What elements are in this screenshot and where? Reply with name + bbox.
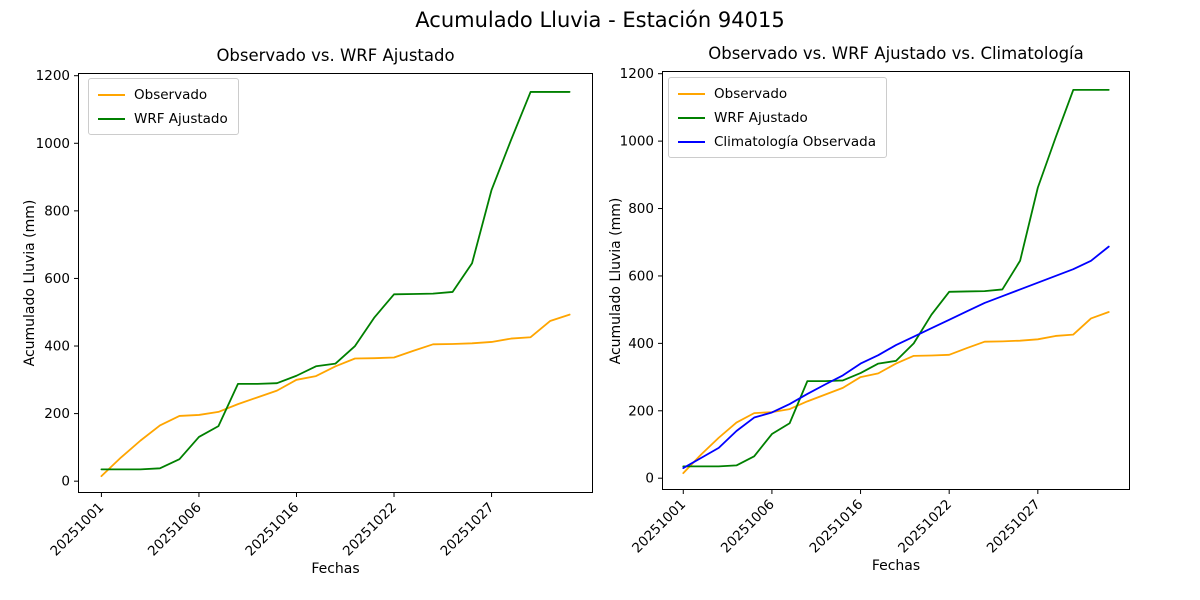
- legend-label: Observado: [134, 86, 208, 103]
- y-tick-label: 600: [628, 268, 654, 284]
- line-wrf-ajustado: [100, 91, 571, 471]
- legend-item-climatologia-observada: Climatología Observada: [678, 131, 876, 152]
- right-subplot-title: Observado vs. WRF Ajustado vs. Climatolo…: [708, 44, 1084, 63]
- legend-line-swatch: [678, 140, 705, 143]
- line-observado: [682, 311, 1110, 475]
- x-tick-label: 20251016: [806, 497, 866, 557]
- line-climatologia-observada: [682, 245, 1110, 469]
- x-tick-label: 20251006: [718, 497, 778, 557]
- legend-line-swatch: [678, 92, 705, 95]
- x-tick-label: 20251016: [242, 500, 302, 560]
- x-tick-label: 20251022: [895, 497, 955, 557]
- legend-item-observado: Observado: [678, 83, 876, 104]
- legend-line-swatch: [98, 93, 125, 96]
- y-tick-label: 800: [44, 203, 70, 219]
- y-tick-label: 1200: [36, 68, 70, 84]
- legend-item-observado: Observado: [98, 84, 228, 105]
- legend-label: WRF Ajustado: [714, 109, 808, 126]
- y-tick-label: 800: [628, 201, 654, 217]
- right-legend: Observado WRF Ajustado Climatología Observ…: [668, 77, 887, 158]
- x-tick-label: 20251006: [145, 500, 205, 560]
- y-tick-label: 0: [61, 474, 70, 490]
- axes-frame: [662, 71, 1130, 490]
- right-y-axis-label: Acumulado Lluvia (mm): [608, 197, 624, 365]
- right-x-axis-label: Fechas: [871, 558, 921, 574]
- legend-label: WRF Ajustado: [134, 110, 228, 127]
- y-tick-label: 400: [44, 339, 70, 355]
- axes-frame: [78, 73, 593, 493]
- legend-label: Observado: [714, 85, 788, 102]
- legend-item-wrf-ajustado: WRF Ajustado: [678, 107, 876, 128]
- legend-item-wrf-ajustado: WRF Ajustado: [98, 108, 228, 129]
- left-axes: Observado vs. WRF Ajustado Acumulado Llu…: [22, 46, 593, 577]
- y-tick-label: 1000: [36, 136, 70, 152]
- right-axes: Observado vs. WRF Ajustado vs. Climatolo…: [608, 44, 1130, 574]
- left-subplot-title: Observado vs. WRF Ajustado: [216, 46, 455, 65]
- legend-line-swatch: [678, 116, 705, 119]
- x-tick-label: 20251022: [340, 500, 400, 560]
- y-tick-label: 600: [44, 271, 70, 287]
- y-tick-label: 1200: [620, 66, 654, 82]
- x-tick-label: 20251027: [437, 500, 497, 560]
- figure-title: Acumulado Lluvia - Estación 94015: [415, 8, 785, 32]
- legend-label: Climatología Observada: [714, 133, 876, 150]
- left-y-axis-label: Acumulado Lluvia (mm): [22, 199, 38, 367]
- y-tick-label: 200: [44, 406, 70, 422]
- x-tick-label: 20251027: [984, 497, 1044, 557]
- y-tick-label: 200: [628, 403, 654, 419]
- y-tick-label: 0: [645, 471, 654, 487]
- x-tick-label: 20251001: [629, 497, 689, 557]
- left-plot-area: 0 200 400 600 800 1000 1200 20251001 20251006 202…: [36, 68, 593, 559]
- y-tick-label: 1000: [620, 134, 654, 150]
- left-legend: Observado WRF Ajustado: [88, 78, 239, 135]
- line-observado: [100, 313, 571, 478]
- line-wrf-ajustado: [682, 88, 1110, 468]
- x-tick-label: 20251001: [47, 500, 107, 560]
- legend-line-swatch: [98, 117, 125, 120]
- y-tick-label: 400: [628, 336, 654, 352]
- left-x-axis-label: Fechas: [311, 561, 360, 577]
